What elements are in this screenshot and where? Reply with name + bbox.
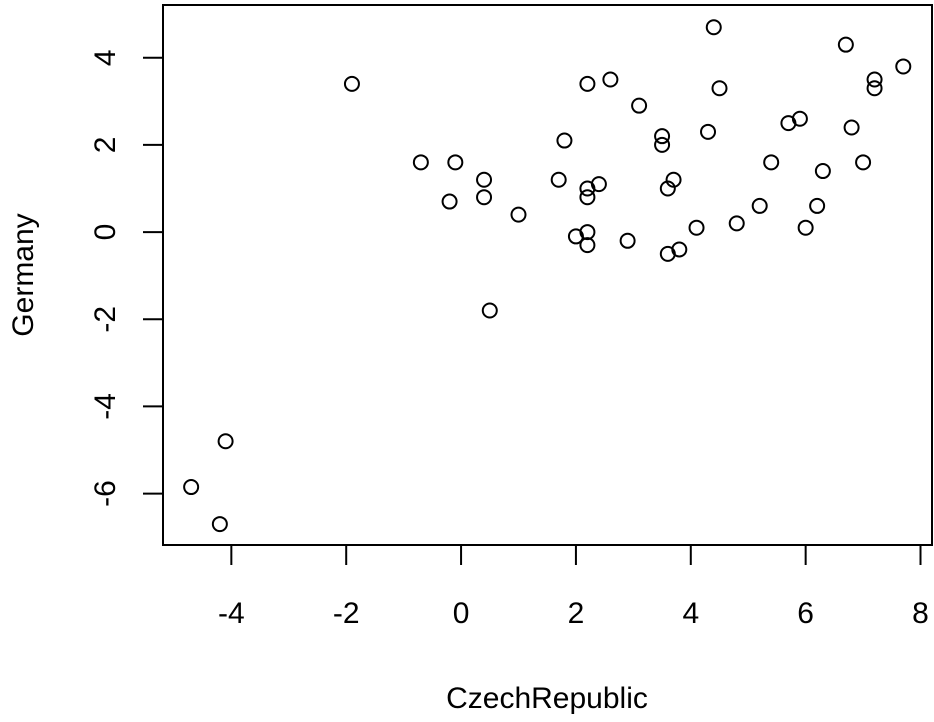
y-tick-label: 0 (89, 224, 122, 241)
point (700, 123, 717, 140)
point (447, 154, 464, 171)
point (728, 215, 745, 232)
point (763, 154, 780, 171)
point (510, 206, 527, 223)
point (751, 197, 768, 214)
point (843, 119, 860, 136)
point (602, 71, 619, 88)
y-tick-label: -2 (89, 306, 122, 333)
point (659, 180, 676, 197)
point (343, 75, 360, 92)
point (579, 237, 596, 254)
point (590, 176, 607, 193)
point (579, 189, 596, 206)
y-axis-title: Germany (7, 213, 40, 336)
x-tick-label: 2 (568, 597, 585, 630)
point (441, 193, 458, 210)
x-tick-label: -2 (333, 597, 360, 630)
point (791, 110, 808, 127)
point (211, 516, 228, 533)
x-tick-label: 0 (453, 597, 470, 630)
point (665, 171, 682, 188)
point (866, 71, 883, 88)
point (866, 80, 883, 97)
y-tick-label: -6 (89, 480, 122, 507)
point (654, 136, 671, 153)
point (412, 154, 429, 171)
point (797, 219, 814, 236)
point (183, 479, 200, 496)
y-tick-label: 2 (89, 137, 122, 154)
point (476, 171, 493, 188)
y-tick-label: -4 (89, 393, 122, 420)
point (688, 219, 705, 236)
point (855, 154, 872, 171)
plot-box (162, 4, 933, 546)
y-tick-label: 4 (89, 49, 122, 66)
x-axis-title: CzechRepublic (446, 682, 648, 715)
point (217, 433, 234, 450)
point (550, 171, 567, 188)
x-tick-label: 4 (682, 597, 699, 630)
x-tick-label: 6 (797, 597, 814, 630)
point (476, 189, 493, 206)
point (809, 197, 826, 214)
x-tick-label: 8 (912, 597, 929, 630)
point (579, 75, 596, 92)
point (556, 132, 573, 149)
point (837, 36, 854, 53)
point (671, 241, 688, 258)
point (654, 128, 671, 145)
point (631, 97, 648, 114)
point (619, 232, 636, 249)
point (711, 80, 728, 97)
point (481, 302, 498, 319)
point (814, 163, 831, 180)
point (895, 58, 912, 75)
x-tick-label: -4 (218, 597, 245, 630)
point (705, 19, 722, 36)
